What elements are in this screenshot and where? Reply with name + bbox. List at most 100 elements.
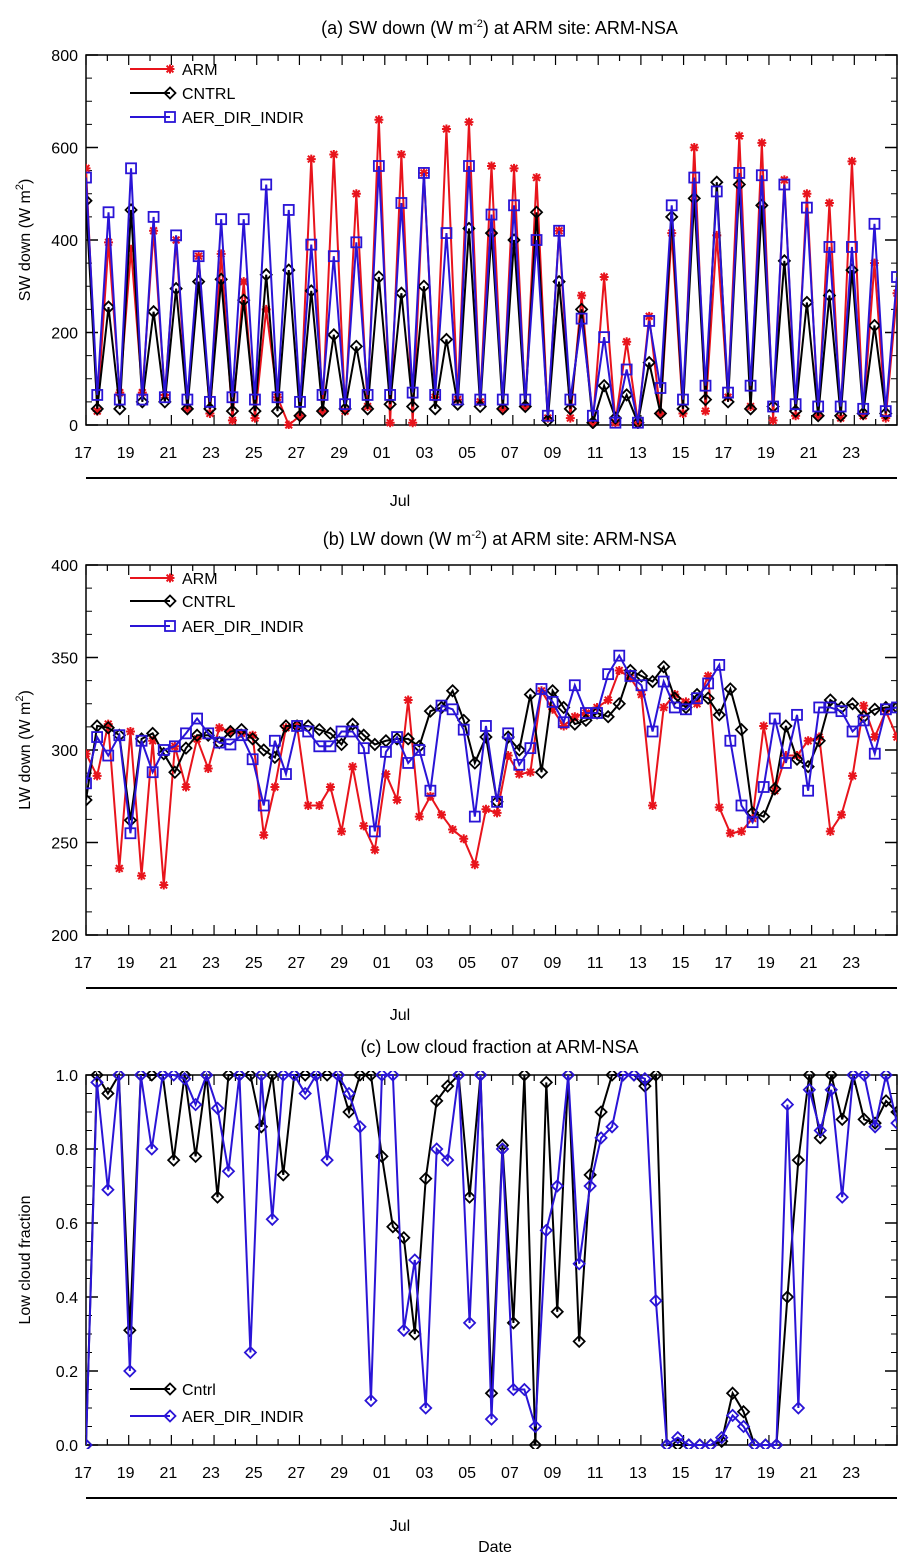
data-point <box>86 171 92 184</box>
legend-entry: CNTRL <box>130 86 235 103</box>
data-point <box>857 1071 871 1082</box>
data-point <box>890 1116 897 1130</box>
data-point <box>181 782 191 792</box>
data-point <box>450 397 465 411</box>
data-point <box>812 400 825 413</box>
data-point <box>280 768 292 780</box>
data-point <box>188 1097 203 1112</box>
x-tick-label: 25 <box>245 955 263 972</box>
data-point <box>385 418 395 428</box>
data-point <box>102 206 115 219</box>
data-point <box>539 1223 554 1238</box>
data-point <box>857 714 870 727</box>
data-point <box>725 828 735 838</box>
data-point <box>302 725 315 738</box>
data-point <box>391 731 403 743</box>
data-point <box>372 270 386 284</box>
data-point <box>227 415 237 425</box>
data-point <box>298 1086 312 1101</box>
y-tick-label: 0.6 <box>56 1216 78 1233</box>
data-point <box>802 1083 817 1097</box>
data-point <box>501 730 515 744</box>
y-tick-label: 300 <box>51 743 78 760</box>
legend-marker <box>163 86 177 100</box>
data-point <box>91 731 104 743</box>
data-point <box>508 199 520 212</box>
data-point <box>868 1120 882 1134</box>
data-point <box>802 784 815 797</box>
data-point <box>384 389 397 401</box>
data-point <box>350 236 363 249</box>
data-point <box>517 1382 532 1397</box>
data-point <box>670 690 680 699</box>
y-tick-label: 800 <box>51 48 78 65</box>
data-point <box>824 1071 839 1082</box>
data-point <box>237 728 247 738</box>
data-point <box>627 1071 641 1082</box>
data-point <box>583 1179 597 1193</box>
data-point <box>574 302 589 317</box>
series-arm <box>86 665 897 890</box>
data-point <box>86 1438 93 1449</box>
data-point <box>181 393 194 406</box>
x-tick-label: 17 <box>714 445 732 462</box>
data-point <box>550 1305 565 1319</box>
y-tick-label: 400 <box>51 233 78 250</box>
data-point <box>246 753 259 766</box>
data-point <box>768 415 778 425</box>
x-tick-label: 01 <box>373 1465 391 1482</box>
data-point <box>279 719 293 733</box>
x-tick-label: 13 <box>629 955 647 972</box>
data-point <box>199 1071 214 1082</box>
data-point <box>496 393 509 406</box>
data-point <box>320 1071 334 1082</box>
data-point <box>570 712 580 722</box>
data-point <box>689 143 699 152</box>
data-point <box>528 1419 543 1434</box>
x-tick-label: 23 <box>842 1465 860 1482</box>
data-point <box>891 271 897 283</box>
data-point <box>624 670 637 682</box>
legend-marker <box>165 573 175 583</box>
data-point <box>126 244 136 254</box>
data-point <box>294 395 306 408</box>
data-point <box>665 199 678 212</box>
x-tick-label: 13 <box>629 1465 647 1482</box>
x-tick-label: 03 <box>416 955 434 972</box>
x-tick-label: 29 <box>330 445 348 462</box>
data-point <box>722 386 734 399</box>
data-point <box>755 169 768 182</box>
data-point <box>180 727 192 740</box>
x-tick-label: 09 <box>544 1465 562 1482</box>
x-tick-label: 27 <box>288 445 306 462</box>
data-point <box>408 1327 422 1341</box>
data-point <box>86 793 93 807</box>
data-point <box>351 189 361 199</box>
data-point <box>320 1153 334 1167</box>
data-point <box>462 1316 477 1330</box>
data-point <box>92 771 102 781</box>
data-point <box>484 1412 499 1426</box>
data-point <box>386 1219 400 1234</box>
panel-b: (b) LW down (W m-2) at ARM site: ARM-NSA… <box>14 529 898 1024</box>
data-point <box>559 721 569 731</box>
legend-label: Cntrl <box>182 1382 216 1399</box>
data-point <box>790 752 804 767</box>
data-point <box>548 704 558 714</box>
data-point <box>268 734 281 747</box>
data-point <box>156 746 171 761</box>
y-tick-label: 0.2 <box>56 1364 78 1381</box>
data-point <box>114 863 124 873</box>
data-point <box>603 695 613 705</box>
data-point <box>429 1142 444 1156</box>
data-point <box>306 154 316 164</box>
data-point <box>424 784 437 797</box>
data-point <box>177 1071 192 1086</box>
data-point <box>215 213 228 226</box>
data-point <box>157 744 170 756</box>
data-point <box>643 315 656 327</box>
series-line <box>86 668 897 886</box>
data-point <box>473 1071 488 1082</box>
data-point <box>137 871 147 881</box>
x-tick-label: 27 <box>288 955 306 972</box>
